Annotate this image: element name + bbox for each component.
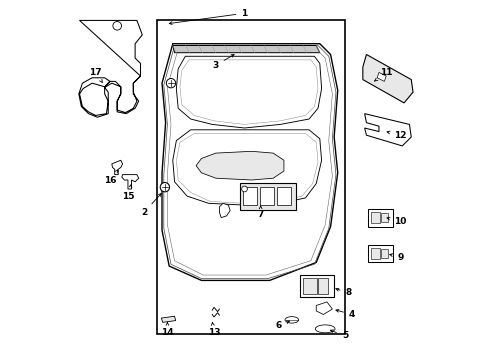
Bar [300, 275, 333, 297]
Text: 3: 3 [212, 55, 234, 70]
Circle shape [166, 78, 175, 88]
Text: 16: 16 [103, 170, 118, 185]
Polygon shape [219, 203, 230, 218]
Bar [260, 187, 274, 205]
Bar [303, 278, 316, 294]
Bar [370, 212, 379, 223]
Text: 1: 1 [169, 9, 247, 24]
Polygon shape [112, 160, 122, 175]
Polygon shape [162, 44, 337, 280]
Bar [367, 244, 392, 262]
Polygon shape [172, 45, 319, 53]
Text: 11: 11 [374, 68, 391, 81]
Ellipse shape [285, 317, 298, 323]
Bar [277, 187, 291, 205]
Polygon shape [161, 316, 175, 322]
Text: 10: 10 [386, 217, 406, 226]
Text: 12: 12 [386, 131, 406, 140]
Text: 2: 2 [141, 193, 161, 217]
Polygon shape [376, 72, 386, 81]
Text: 13: 13 [207, 322, 220, 337]
Polygon shape [172, 130, 321, 205]
Bar [318, 278, 328, 294]
Polygon shape [196, 151, 284, 180]
Bar [381, 249, 387, 258]
Text: 4: 4 [335, 310, 355, 319]
Bar [370, 248, 379, 259]
Polygon shape [79, 21, 142, 117]
Text: 6: 6 [275, 321, 289, 330]
Circle shape [113, 22, 121, 30]
Polygon shape [316, 302, 332, 315]
Ellipse shape [315, 325, 334, 333]
Bar [381, 213, 387, 222]
Circle shape [160, 183, 169, 192]
Bar [367, 209, 392, 226]
Text: 17: 17 [89, 68, 102, 82]
Text: 7: 7 [257, 206, 264, 219]
Bar [242, 187, 257, 205]
Text: 9: 9 [389, 253, 403, 262]
Text: 14: 14 [161, 322, 173, 337]
Text: 15: 15 [122, 184, 134, 201]
Polygon shape [122, 175, 139, 189]
Polygon shape [176, 56, 321, 128]
Text: 8: 8 [335, 288, 351, 297]
Polygon shape [362, 54, 412, 103]
Text: 5: 5 [330, 330, 347, 341]
Polygon shape [364, 114, 410, 146]
Circle shape [241, 186, 247, 192]
Bar [156, 21, 344, 334]
Bar [240, 183, 295, 210]
